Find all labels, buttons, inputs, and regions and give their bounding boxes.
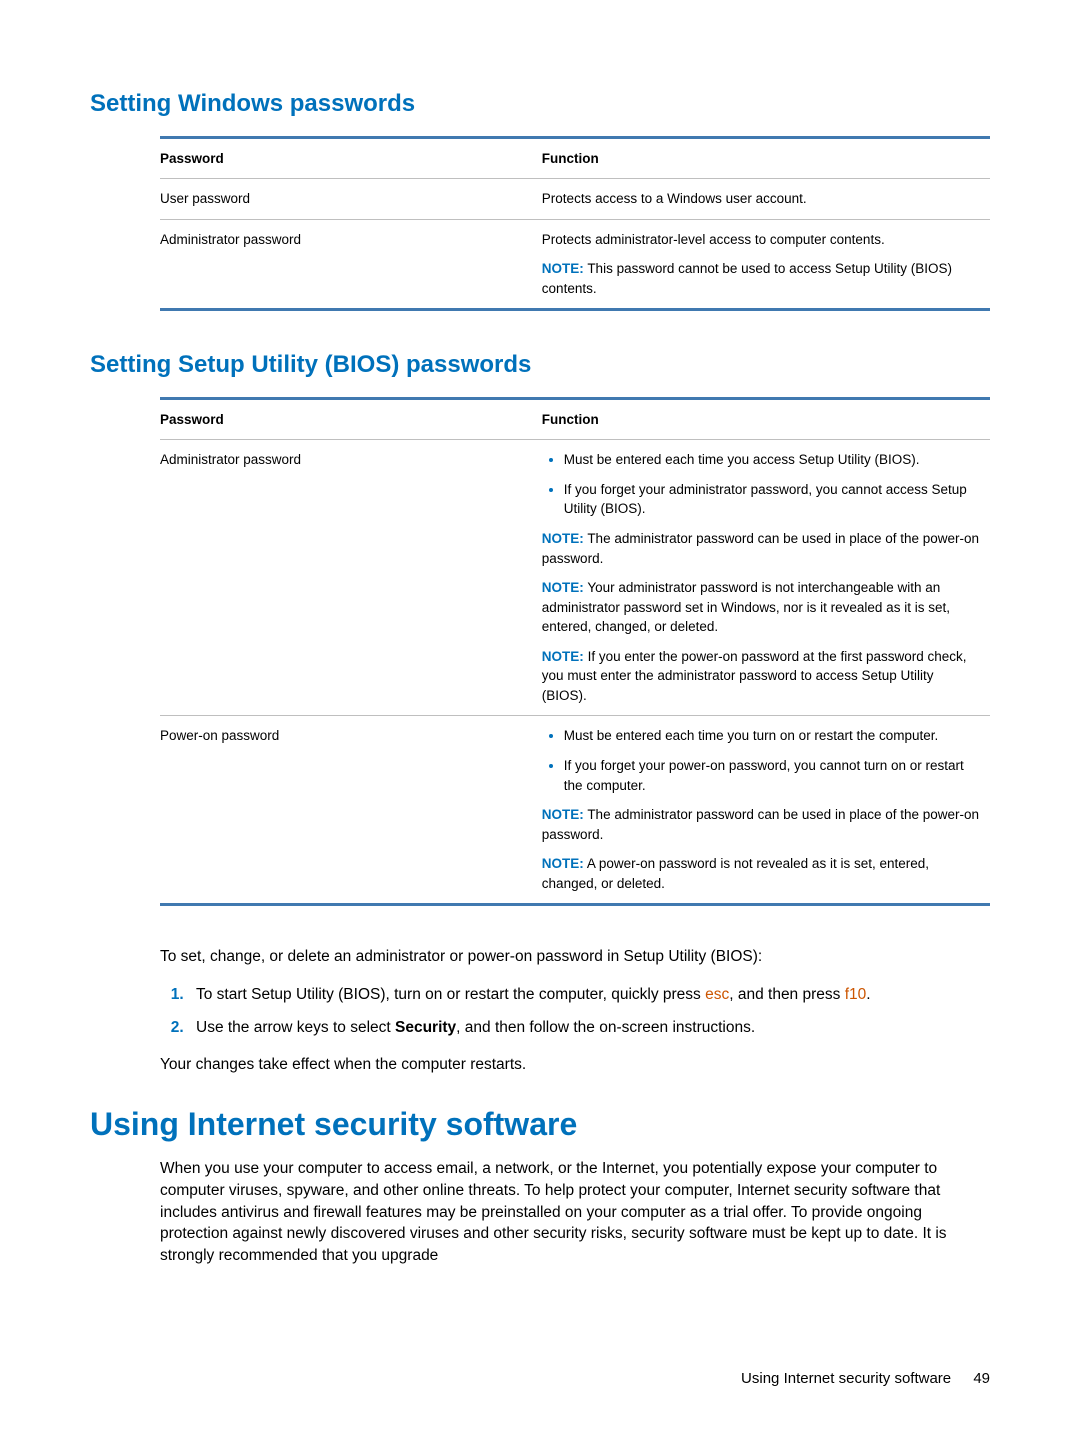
note-block: NOTE: This password cannot be used to ac…	[542, 259, 982, 298]
document-page: Setting Windows passwords Password Funct…	[0, 0, 1080, 1437]
bios-post-steps: Your changes take effect when the comput…	[160, 1054, 990, 1076]
footer-text: Using Internet security software	[741, 1370, 951, 1387]
heading-windows-passwords: Setting Windows passwords	[90, 90, 990, 118]
bullet-list: Must be entered each time you turn on or…	[542, 726, 982, 795]
step-text: To start Setup Utility (BIOS), turn on o…	[196, 986, 705, 1003]
page-number: 49	[973, 1370, 990, 1387]
heading-bios-passwords: Setting Setup Utility (BIOS) passwords	[90, 351, 990, 379]
step-text: , and then press	[729, 986, 844, 1003]
table-windows-passwords: Password Function User password Protects…	[160, 136, 990, 311]
step-item: To start Setup Utility (BIOS), turn on o…	[188, 984, 990, 1006]
note-text: A power-on password is not revealed as i…	[542, 856, 929, 891]
table-header-row: Password Function	[160, 139, 990, 179]
note-text: The administrator password can be used i…	[542, 531, 979, 566]
step-text: , and then follow the on-screen instruct…	[456, 1019, 755, 1036]
heading-internet-security: Using Internet security software	[90, 1106, 990, 1143]
note-block: NOTE: The administrator password can be …	[542, 529, 982, 568]
cell-password: Administrator password	[160, 440, 542, 716]
cell-function: Protects administrator-level access to c…	[542, 219, 990, 308]
cell-password: Administrator password	[160, 219, 542, 308]
note-label: NOTE:	[542, 261, 584, 276]
note-label: NOTE:	[542, 580, 584, 595]
cell-function: Protects access to a Windows user accoun…	[542, 179, 990, 220]
list-item: If you forget your administrator passwor…	[564, 480, 982, 519]
table-row: Administrator password Protects administ…	[160, 219, 990, 308]
list-item: If you forget your power-on password, yo…	[564, 756, 982, 795]
key-esc: esc	[705, 986, 729, 1003]
step-text: Use the arrow keys to select	[196, 1019, 395, 1036]
cell-function: Must be entered each time you turn on or…	[542, 716, 990, 903]
table-row: Administrator password Must be entered e…	[160, 440, 990, 716]
col-header-password: Password	[160, 400, 542, 440]
list-item: Must be entered each time you turn on or…	[564, 726, 982, 746]
note-block: NOTE: A power-on password is not reveale…	[542, 854, 982, 893]
note-label: NOTE:	[542, 531, 584, 546]
key-f10: f10	[845, 986, 867, 1003]
step-item: Use the arrow keys to select Security, a…	[188, 1017, 990, 1039]
function-text: Protects administrator-level access to c…	[542, 230, 982, 250]
note-text: This password cannot be used to access S…	[542, 261, 952, 296]
cell-password: User password	[160, 179, 542, 220]
cell-function: Must be entered each time you access Set…	[542, 440, 990, 716]
note-text: If you enter the power-on password at th…	[542, 649, 967, 703]
step-bold: Security	[395, 1019, 456, 1036]
note-block: NOTE: The administrator password can be …	[542, 805, 982, 844]
note-label: NOTE:	[542, 649, 584, 664]
internet-body: When you use your computer to access ema…	[160, 1158, 990, 1266]
col-header-password: Password	[160, 139, 542, 179]
note-block: NOTE: Your administrator password is not…	[542, 578, 982, 637]
table-row: Power-on password Must be entered each t…	[160, 716, 990, 903]
note-text: Your administrator password is not inter…	[542, 580, 950, 634]
page-footer: Using Internet security software 49	[741, 1370, 990, 1387]
note-label: NOTE:	[542, 856, 584, 871]
table-bios-passwords: Password Function Administrator password…	[160, 397, 990, 906]
col-header-function: Function	[542, 139, 990, 179]
bullet-list: Must be entered each time you access Set…	[542, 450, 982, 519]
col-header-function: Function	[542, 400, 990, 440]
steps-list: To start Setup Utility (BIOS), turn on o…	[160, 984, 990, 1039]
note-block: NOTE: If you enter the power-on password…	[542, 647, 982, 706]
note-text: The administrator password can be used i…	[542, 807, 979, 842]
note-label: NOTE:	[542, 807, 584, 822]
table-row: User password Protects access to a Windo…	[160, 179, 990, 220]
list-item: Must be entered each time you access Set…	[564, 450, 982, 470]
cell-password: Power-on password	[160, 716, 542, 903]
step-text: .	[866, 986, 870, 1003]
table-header-row: Password Function	[160, 400, 990, 440]
bios-post-text: To set, change, or delete an administrat…	[160, 946, 990, 968]
